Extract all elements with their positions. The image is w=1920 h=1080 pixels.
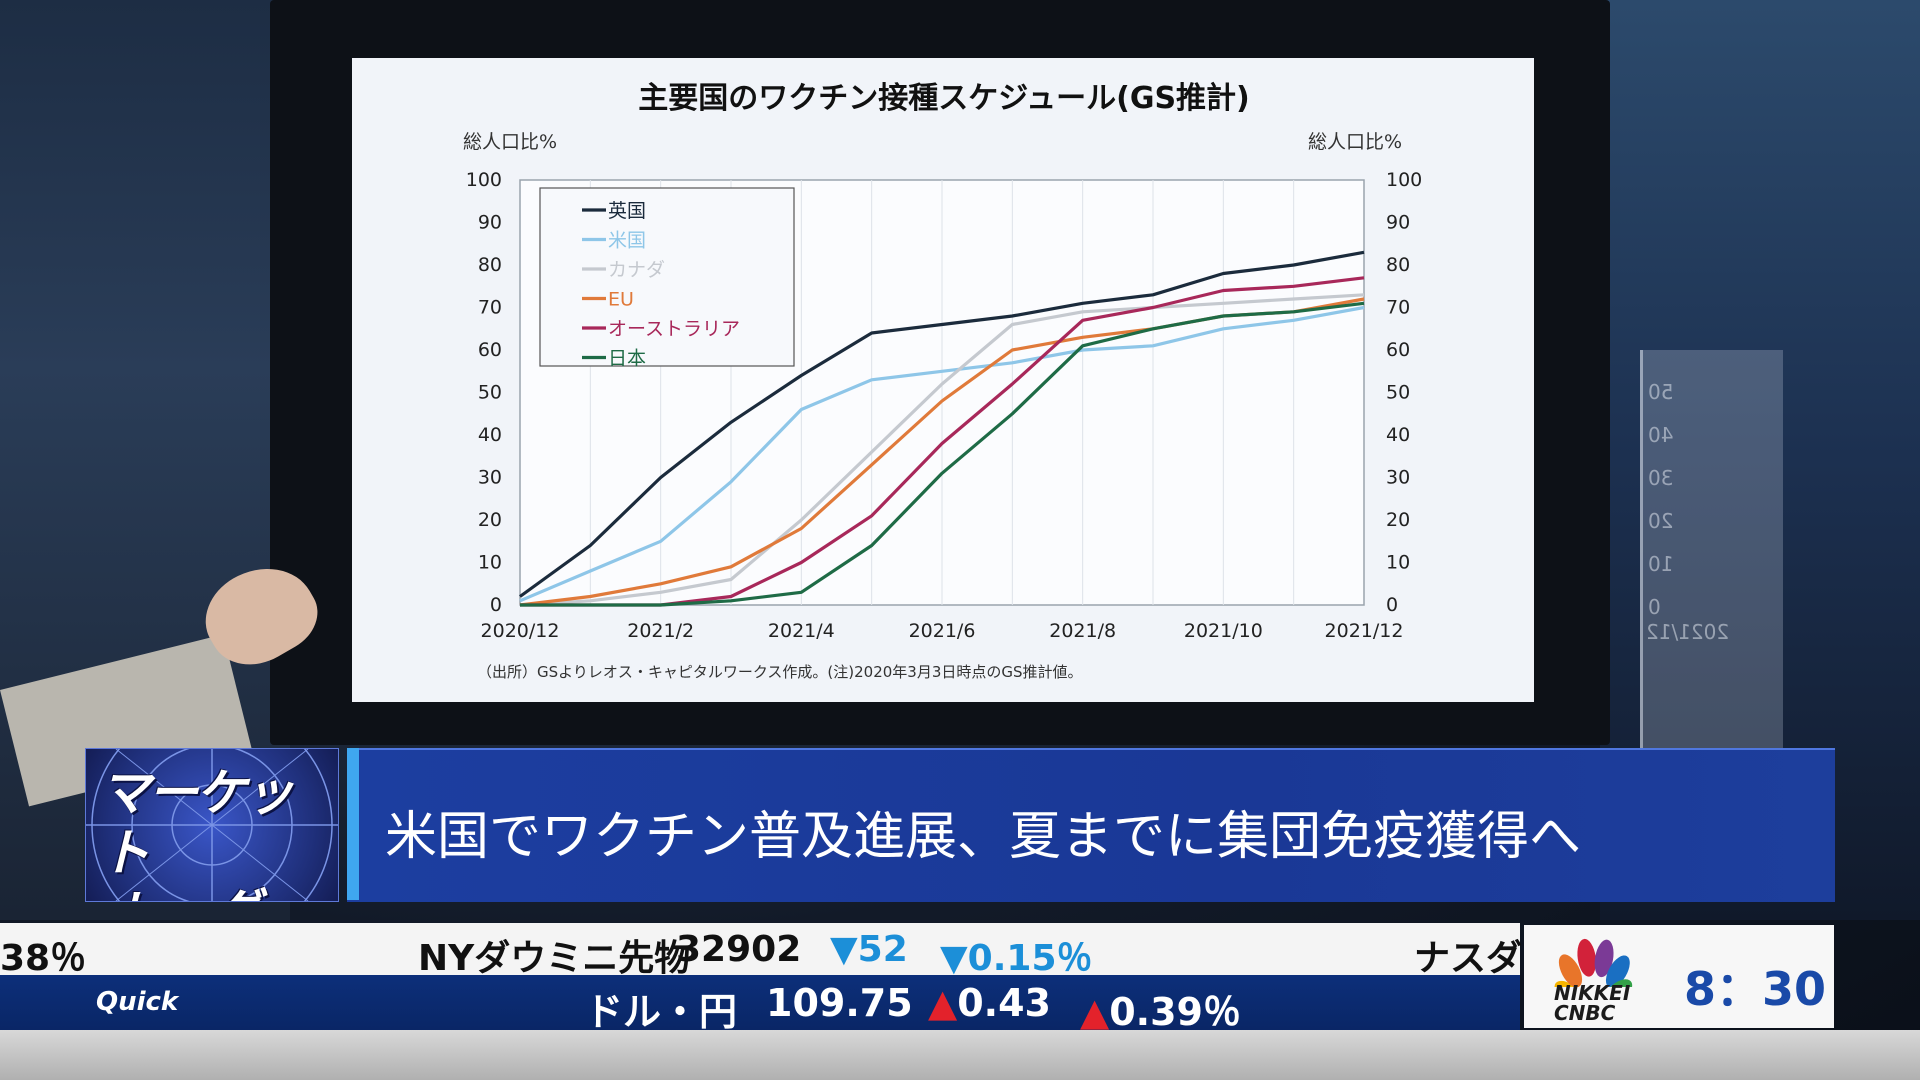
x-tick-label: 2021/6 <box>909 620 976 642</box>
ticker-bottom-pct: ▲0.39％ <box>1080 990 1241 1034</box>
y-tick-label-left: 20 <box>478 509 502 531</box>
y-tick-label-right: 50 <box>1386 382 1410 404</box>
background-panel-tick: 20 <box>1648 509 1674 533</box>
y-tick-label-right: 10 <box>1386 552 1410 574</box>
y-tick-label-right: 70 <box>1386 297 1410 319</box>
peacock-icon <box>1554 938 1633 987</box>
radar-graphic <box>86 749 338 901</box>
broadcaster-name-line2: CNBC <box>1554 1001 1616 1025</box>
broadcaster-name-line1: NIKKEI <box>1554 981 1631 1005</box>
background-panel-tick: 40 <box>1648 423 1674 447</box>
y-tick-label-right: 60 <box>1386 339 1410 361</box>
x-tick-label: 2021/2 <box>627 620 694 642</box>
ticker-next-head: ナスダ <box>1414 938 1523 979</box>
y-axis-label-left: 総人口比% <box>463 131 557 153</box>
ticker-bottom-change-value: 0.43 <box>957 981 1051 1025</box>
clock: 8：30 <box>1684 962 1827 1016</box>
x-tick-label: 2021/8 <box>1049 620 1116 642</box>
series-line-カナダ <box>519 293 1365 607</box>
ticker-top-value: 32902 <box>676 929 802 970</box>
ticker-prev-tail: 38％ <box>0 938 87 979</box>
legend-box <box>539 187 795 367</box>
chart-title: 主要国のワクチン接種スケジュール(GS推計) <box>638 81 1250 116</box>
y-tick-label-left: 0 <box>490 594 502 616</box>
source-note: （出所）GSよりレオス・キャピタルワークス作成。(注)2020年3月3日時点のG… <box>477 663 1083 681</box>
ticker-bottom-change: ▲0.43 <box>928 981 1051 1025</box>
ticker-bottom-name: ドル・円 <box>585 990 738 1034</box>
program-logo-text: マーケット レーダー <box>100 763 330 901</box>
y-tick-label-right: 20 <box>1386 509 1410 531</box>
x-tick-label: 2020/12 <box>481 620 560 642</box>
y-tick-label-left: 90 <box>478 212 502 234</box>
program-title-bar: マーケット レーダー 米国でワクチン普及進展、夏までに集団免疫獲得へ <box>85 748 1835 902</box>
x-tick-label: 2021/12 <box>1325 620 1404 642</box>
background-panel-tick: 50 <box>1648 380 1674 404</box>
y-axis-label-right: 総人口比% <box>1308 131 1402 153</box>
program-logo-line2: レーダー <box>100 883 330 901</box>
series-line-米国 <box>519 305 1365 603</box>
legend-entry: 日本 <box>608 348 646 370</box>
y-tick-label-left: 50 <box>478 382 502 404</box>
y-tick-label-right: 0 <box>1386 594 1398 616</box>
y-tick-label-right: 90 <box>1386 212 1410 234</box>
ticker-top-change: ▼52 <box>830 929 908 970</box>
headline-box <box>347 748 1835 902</box>
headline-accent <box>347 748 359 900</box>
legend-entry: カナダ <box>608 259 665 281</box>
x-tick-label: 2021/10 <box>1184 620 1263 642</box>
y-tick-label-left: 40 <box>478 424 502 446</box>
headline-text: 米国でワクチン普及進展、夏までに集団免疫獲得へ <box>385 807 1582 867</box>
quick-logo: Quick <box>96 987 179 1017</box>
studio-side-panel <box>1640 350 1783 750</box>
x-tick-label: 2021/4 <box>768 620 835 642</box>
y-tick-label-right: 100 <box>1386 169 1422 191</box>
background-panel-tick: 30 <box>1648 466 1674 490</box>
y-tick-label-left: 30 <box>478 467 502 489</box>
program-logo: マーケット レーダー <box>85 748 339 902</box>
y-tick-label-left: 80 <box>478 254 502 276</box>
broadcaster-name: NIKKEI CNBC <box>1554 983 1630 1023</box>
background-panel-label: 2021/12 <box>1646 620 1730 644</box>
y-tick-label-left: 100 <box>466 169 502 191</box>
y-tick-label-left: 60 <box>478 339 502 361</box>
y-tick-label-right: 80 <box>1386 254 1410 276</box>
ticker-bottom-value: 109.75 <box>766 981 913 1025</box>
ticker-bottom: Quick ドル・円 109.75 ▲0.43 ▲0.39％ <box>0 975 1520 1034</box>
series-line-英国 <box>519 250 1365 598</box>
legend-entry: 英国 <box>608 200 646 222</box>
legend-entry: EU <box>608 289 634 311</box>
ticker-bottom-pct-value: 0.39％ <box>1109 990 1241 1034</box>
program-logo-line1: マーケット <box>100 764 294 882</box>
y-tick-label-left: 10 <box>478 552 502 574</box>
series-line-日本 <box>520 301 1365 607</box>
vaccination-chart: 主要国のワクチン接種スケジュール(GS推計) 総人口比% 総人口比% 0 10 20… <box>463 81 1422 681</box>
background-panel-tick: 0 <box>1648 595 1661 619</box>
y-tick-label-left: 70 <box>478 297 502 319</box>
legend-entry: オーストラリア <box>608 318 740 340</box>
ticker-top-pct: ▼0.15％ <box>940 938 1093 979</box>
y-tick-label-right: 30 <box>1386 467 1410 489</box>
chart-screen: 主要国のワクチン接種スケジュール(GS推計) 総人口比% 総人口比% 0 10 20… <box>352 58 1534 702</box>
broadcaster-box: NIKKEI CNBC 8：30 <box>1524 925 1834 1028</box>
legend-entry: 米国 <box>608 230 646 252</box>
ticker-top-name: NYダウミニ先物 <box>418 938 691 979</box>
y-tick-label-right: 40 <box>1386 424 1410 446</box>
ticker-top: 38％ NYダウミニ先物 32902 ▼52 ▼0.15％ ナスダ <box>0 923 1522 979</box>
studio-desk <box>0 1030 1920 1080</box>
background-panel-tick: 10 <box>1648 552 1674 576</box>
